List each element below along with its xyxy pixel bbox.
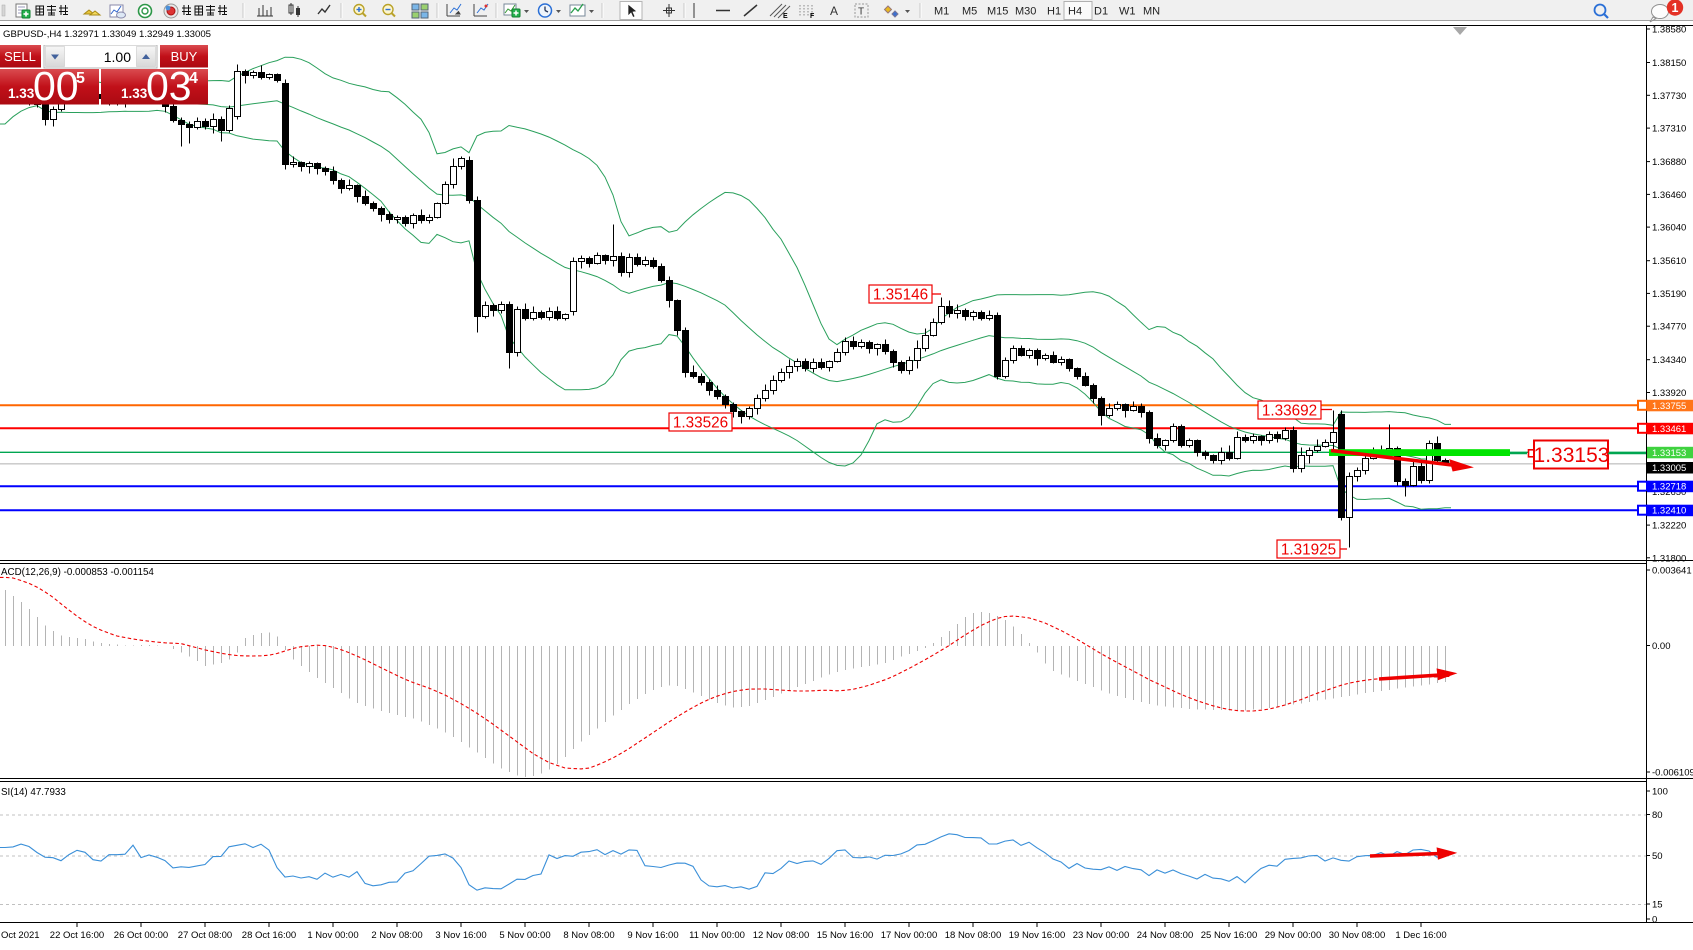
svg-text:24 Nov 08:00: 24 Nov 08:00 [1137,930,1194,941]
svg-text:T: T [858,7,864,18]
svg-text:17 Nov 00:00: 17 Nov 00:00 [881,930,938,941]
svg-text:50: 50 [1652,851,1663,862]
svg-text:1: 1 [1672,1,1679,15]
svg-text:1.35610: 1.35610 [1652,256,1686,267]
svg-text:5 Nov 00:00: 5 Nov 00:00 [499,930,550,941]
svg-text:18 Nov 08:00: 18 Nov 08:00 [945,930,1002,941]
svg-text:1.36040: 1.36040 [1652,223,1686,234]
svg-text:4: 4 [189,70,198,87]
svg-text:1.32718: 1.32718 [1652,482,1686,493]
svg-text:11 Nov 00:00: 11 Nov 00:00 [689,930,745,941]
svg-text:1.38580: 1.38580 [1652,25,1686,36]
svg-text:1.36880: 1.36880 [1652,157,1686,168]
svg-text:1.32650: 1.32650 [1652,487,1686,498]
svg-text:22 Oct 16:00: 22 Oct 16:00 [50,930,104,941]
svg-text:1.32410: 1.32410 [1652,506,1686,517]
svg-text:E: E [783,13,788,20]
svg-text:1.35190: 1.35190 [1652,289,1686,300]
svg-text:19 Nov 16:00: 19 Nov 16:00 [1009,930,1066,941]
svg-text:9 Nov 16:00: 9 Nov 16:00 [627,930,678,941]
svg-text:1.31800: 1.31800 [1652,553,1686,564]
svg-text:03: 03 [146,63,192,107]
svg-text:H1: H1 [1047,6,1061,18]
svg-text:1.33: 1.33 [8,86,35,101]
svg-text:1.34770: 1.34770 [1652,322,1686,333]
svg-text:29 Nov 00:00: 29 Nov 00:00 [1265,930,1322,941]
svg-text:1.33920: 1.33920 [1652,388,1686,399]
svg-text:-0.006109: -0.006109 [1652,768,1693,779]
svg-text:MN: MN [1143,6,1160,18]
svg-text:1.33526: 1.33526 [673,414,728,431]
svg-text:25 Nov 16:00: 25 Nov 16:00 [1201,930,1258,941]
svg-text:3 Nov 16:00: 3 Nov 16:00 [435,930,486,941]
svg-text:1 Dec 16:00: 1 Dec 16:00 [1395,930,1446,941]
svg-text:BUY: BUY [171,49,198,64]
svg-text:2 Nov 08:00: 2 Nov 08:00 [371,930,422,941]
svg-text:100: 100 [1652,787,1668,798]
svg-text:26 Oct 00:00: 26 Oct 00:00 [114,930,168,941]
svg-text:0: 0 [1652,915,1657,926]
svg-text:M15: M15 [987,6,1008,18]
svg-text:Oct 2021: Oct 2021 [1,930,40,941]
svg-text:1.31925: 1.31925 [1281,541,1336,558]
svg-text:1.37730: 1.37730 [1652,91,1686,102]
svg-text:M30: M30 [1015,6,1036,18]
svg-text:5: 5 [76,70,85,87]
svg-text:1.33755: 1.33755 [1652,401,1686,412]
svg-text:1.33005: 1.33005 [1652,463,1686,474]
svg-text:12 Nov 08:00: 12 Nov 08:00 [753,930,810,941]
svg-text:1.34340: 1.34340 [1652,355,1686,366]
svg-text:SELL: SELL [4,49,36,64]
svg-text:1.32220: 1.32220 [1652,521,1686,532]
svg-text:1.36460: 1.36460 [1652,190,1686,201]
svg-text:1.38150: 1.38150 [1652,58,1686,69]
svg-text:M1: M1 [934,6,949,18]
svg-text:1.33153: 1.33153 [1652,448,1686,459]
svg-text:0.003641: 0.003641 [1652,566,1692,577]
svg-text:M5: M5 [962,6,977,18]
svg-text:00: 00 [33,63,79,107]
svg-text:W1: W1 [1119,6,1136,18]
svg-text:F: F [810,13,815,20]
svg-text:1 Nov 00:00: 1 Nov 00:00 [307,930,358,941]
svg-text:15: 15 [1652,900,1663,911]
svg-text:27 Oct 08:00: 27 Oct 08:00 [178,930,232,941]
svg-text:1.00: 1.00 [104,49,131,65]
svg-text:80: 80 [1652,810,1663,821]
svg-text:H4: H4 [1068,6,1082,18]
svg-text:1.33692: 1.33692 [1262,402,1317,419]
svg-text:0.00: 0.00 [1652,641,1671,652]
svg-text:1.33461: 1.33461 [1652,424,1686,435]
svg-text:SI(14) 47.7933: SI(14) 47.7933 [1,787,66,798]
svg-text:23 Nov 00:00: 23 Nov 00:00 [1073,930,1130,941]
svg-text:ACD(12,26,9) -0.000853 -0.0011: ACD(12,26,9) -0.000853 -0.001154 [1,567,154,578]
svg-text:28 Oct 16:00: 28 Oct 16:00 [242,930,296,941]
svg-text:D1: D1 [1094,6,1108,18]
svg-text:1.33: 1.33 [121,86,148,101]
svg-text:15 Nov 16:00: 15 Nov 16:00 [817,930,874,941]
svg-text:1.37310: 1.37310 [1652,124,1686,135]
svg-text:8 Nov 08:00: 8 Nov 08:00 [563,930,614,941]
svg-text:A: A [830,4,838,18]
svg-text:30 Nov 08:00: 30 Nov 08:00 [1329,930,1386,941]
svg-text:1.35146: 1.35146 [873,286,928,303]
svg-text:1.33153: 1.33153 [1534,444,1610,467]
svg-text:GBPUSD-,H4 1.32971 1.33049 1.: GBPUSD-,H4 1.32971 1.33049 1.32949 1.330… [3,29,211,40]
